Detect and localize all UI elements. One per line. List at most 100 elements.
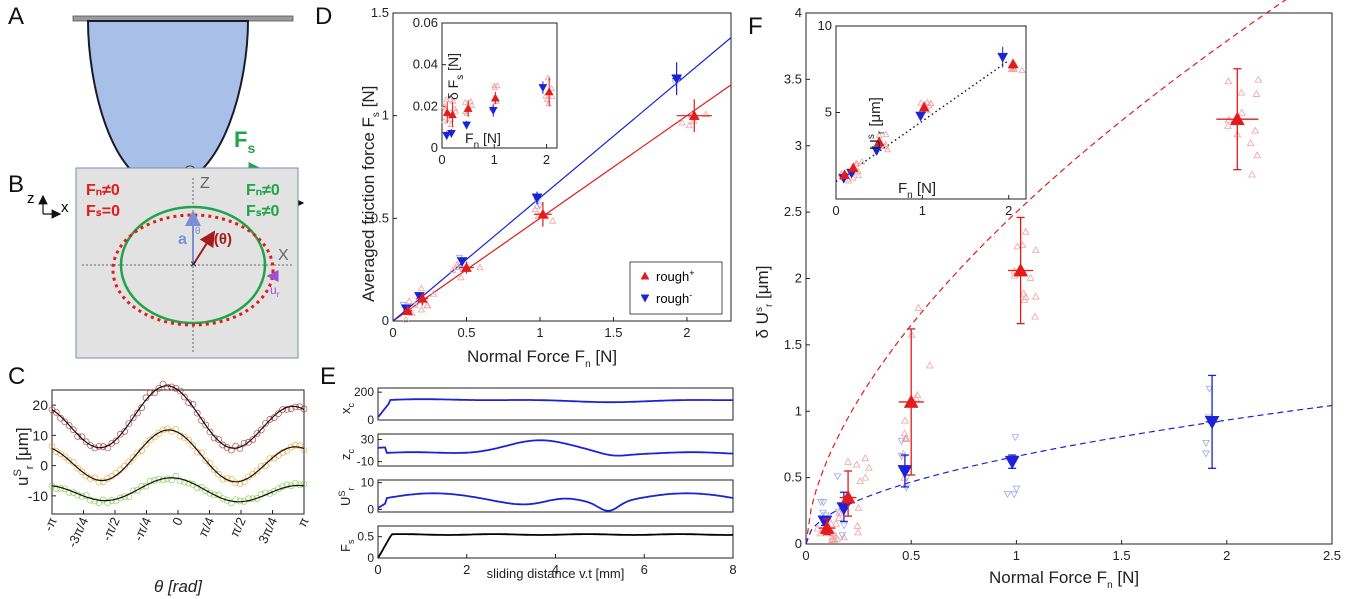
raw-point-red [678,118,686,126]
y-tick-label: 0.5 [357,530,374,544]
raw-point-red [1246,139,1255,147]
data-point [163,383,171,391]
mean-point-red [1229,111,1245,126]
data-point [168,476,175,484]
inset-raw-red [855,171,862,179]
inset-raw-red [494,82,501,89]
inset-raw-red [882,130,890,138]
data-point [219,495,227,502]
inset-raw-red [882,140,890,148]
raw-point-red [702,110,710,118]
chart-e-row-frame-0 [377,387,734,421]
inset-mean-red [839,169,851,180]
data-point [300,446,308,454]
y-tick-label: 0 [382,313,389,328]
inset-mean-red [544,87,554,96]
raw-point-red [411,301,419,308]
x-tick-label: 0 [169,515,186,528]
chart-e-row-frame-3 [377,525,734,559]
raw-point-red [1021,227,1030,235]
inset-raw-red [1007,65,1015,72]
data-point [193,448,201,456]
y-tick-label: 0 [795,536,802,551]
chart-c-xlabel: θ [rad] [154,577,203,596]
data-point [210,434,218,442]
raw-point-red [832,519,840,527]
data-point [279,406,286,413]
data-point [249,470,257,478]
y-tick-label: 0 [367,413,374,427]
panel-label-f: F [748,13,763,40]
raw-point-red [854,503,863,511]
raw-point-blue [1202,450,1210,458]
mean-point-red [461,262,472,272]
z-axis-label: Z [200,175,210,192]
chart-e-row-frame-2 [377,479,734,513]
inset-raw-red [441,105,449,112]
y-tick-label: 3 [795,138,802,153]
raw-point-red [429,290,438,297]
raw-point-red [1031,312,1039,320]
data-point [155,429,163,437]
raw-point-red [1031,246,1040,253]
data-point [146,477,154,485]
mean-point-red [1013,263,1029,277]
fit-curve-1 [51,429,305,483]
raw-point-red [827,519,836,527]
raw-point-blue [535,202,544,210]
data-point [104,499,111,506]
y-tick-label: 1 [795,403,802,418]
raw-point-red [865,463,873,471]
raw-point-red [833,534,842,542]
y-tick-label: 20 [32,397,48,413]
sheared-label-fs: Fₛ≠0 [246,203,280,220]
panel-label-a: A [8,3,24,30]
inset-d-xlabel: Fn [N] [465,130,501,151]
inset-raw-red [548,92,556,99]
data-point [228,475,235,483]
inset-raw-red [543,95,551,102]
x-tick-label: -π/4 [130,515,154,543]
raw-point-red [901,434,910,442]
data-point [232,442,240,450]
y-tick-label: 1 [382,108,389,123]
mean-point-blue [671,74,683,85]
raw-point-red [853,521,862,529]
data-point [232,479,240,487]
inset-raw-red [548,84,555,91]
inset-raw-red [881,142,889,150]
mean-point-blue [1204,416,1220,430]
legend-label-blue: rough- [656,290,692,306]
raw-point-red [531,205,539,213]
unsheared-label-fn: Fₙ≠0 [86,182,120,199]
y-tick-label: 0 [367,502,374,516]
data-point [283,481,291,489]
x-tick-label: 4 [552,562,559,577]
z-label: z [27,190,35,207]
chart-e-row-label-1: zc [338,449,356,461]
mean-point-red [819,520,835,534]
red-fit-line [392,84,732,322]
x-tick-label: 2 [543,152,550,167]
data-point [168,383,175,391]
mean-point-red [416,292,428,303]
chart-d-inset-frame [441,22,558,149]
data-point [202,421,210,429]
data-point [99,478,107,485]
trace-line-0 [377,398,733,418]
x-tick-label: 0.5 [457,325,475,340]
inset-mean-blue [871,146,883,157]
data-point [206,428,214,436]
raw-point-red [1026,273,1035,281]
data-point [61,453,69,461]
data-point [287,405,295,412]
raw-point-blue [1010,491,1019,499]
unsheared-label-fs: Fₛ=0 [86,203,120,220]
data-point [292,441,299,449]
raw-point-red [1237,88,1246,96]
y-tick-label: 0 [431,140,438,155]
r-arrow [192,230,216,266]
raw-point-red [685,121,693,129]
inset-mean-blue [997,52,1009,63]
